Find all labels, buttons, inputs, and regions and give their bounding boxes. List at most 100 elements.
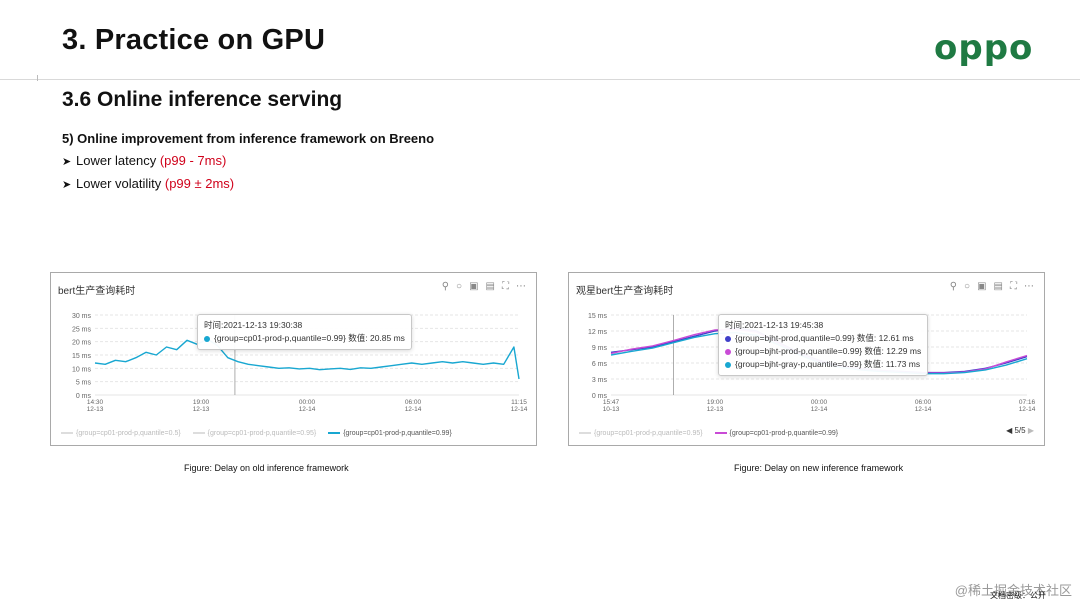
tooltip-time: 时间:2021-12-13 19:30:38 [204, 320, 303, 330]
x-tick-label: 11:15 [511, 399, 527, 406]
bullet-text: Lower volatility [76, 176, 165, 191]
x-tick-label: 12-14 [299, 406, 316, 413]
chart-legend: {group=cp01-prod-p,quantile=0.5} {group=… [61, 430, 462, 437]
chart-tooltip: 时间:2021-12-13 19:45:38 {group=bjht-prod,… [718, 314, 929, 376]
bell-icon[interactable]: ○ [456, 281, 463, 292]
pager-label: 5/5 [1014, 426, 1026, 435]
header-divider-tick [37, 75, 38, 81]
tooltip-value: 11.73 ms [885, 359, 921, 369]
search-icon[interactable]: ⚲ [441, 281, 450, 292]
x-tick-label: 19:00 [707, 399, 724, 406]
fullscreen-icon[interactable]: ⛶ [502, 281, 509, 292]
x-tick-label: 06:00 [405, 399, 422, 406]
bell-icon[interactable]: ○ [964, 281, 971, 292]
more-icon[interactable]: ⋯ [1024, 281, 1034, 292]
doc-icon[interactable]: ▤ [485, 281, 495, 292]
tooltip-value: 20.85 ms [369, 333, 405, 343]
x-tick-label: 19:00 [193, 399, 210, 406]
x-tick-label: 12-14 [405, 406, 422, 413]
y-tick-label: 15 ms [72, 353, 92, 360]
chart-tooltip: 时间:2021-12-13 19:30:38 {group=cp01-prod-… [197, 314, 412, 350]
chevron-right-icon[interactable]: ▶ [1027, 426, 1034, 435]
watermark: @稀土掘金技术社区 [954, 583, 1072, 598]
save-icon[interactable]: ▣ [977, 281, 987, 292]
header-divider [0, 79, 1080, 80]
x-tick-label: 06:00 [915, 399, 932, 406]
legend-item[interactable]: {group=cp01-prod-p,quantile=0.99} [714, 430, 838, 437]
series-line [94, 338, 520, 380]
y-tick-label: 10 ms [72, 366, 92, 373]
point-heading: 5) Online improvement from inference fra… [62, 131, 435, 146]
panel-toolbar: ⚲ ○ ▣ ▤ ⛶ ⋯ [950, 281, 1034, 292]
panel-title: bert生产查询耗时 [58, 286, 136, 297]
series-dot-icon [725, 335, 731, 342]
tooltip-label: {group=cp01-prod-p,quantile=0.99} 数值: [214, 333, 368, 343]
y-tick-label: 15 ms [588, 313, 608, 320]
tooltip-row: {group=bjht-gray-p,quantile=0.99} 数值: 11… [725, 358, 921, 371]
x-tick-label: 12-14 [811, 406, 828, 413]
tooltip-label: {group=bjht-prod-p,quantile=0.99} 数值: [735, 346, 884, 356]
y-tick-label: 6 ms [592, 361, 608, 368]
x-tick-label: 00:00 [299, 399, 316, 406]
tooltip-label: {group=bjht-prod,quantile=0.99} 数值: [735, 333, 877, 343]
bullet-text: Lower latency [76, 153, 160, 168]
tooltip-time: 时间:2021-12-13 19:45:38 [725, 320, 824, 330]
y-tick-label: 0 ms [592, 393, 608, 400]
tooltip-value: 12.61 ms [878, 333, 914, 343]
y-tick-label: 12 ms [588, 329, 608, 336]
bullet-highlight: (p99 - 7ms) [159, 153, 227, 168]
panel-title: 观星bert生产查询耗时 [576, 286, 674, 297]
series-dot-icon [725, 361, 731, 368]
x-tick-label: 12-13 [707, 406, 724, 413]
y-tick-label: 5 ms [76, 380, 92, 387]
fullscreen-icon[interactable]: ⛶ [1010, 281, 1017, 292]
legend-pager[interactable]: ◀ 5/5 ▶ [1006, 426, 1034, 435]
slide-title: 3. Practice on GPU [62, 24, 326, 56]
more-icon[interactable]: ⋯ [516, 281, 526, 292]
figure-caption-new: Figure: Delay on new inference framework [734, 463, 904, 473]
tooltip-label: {group=bjht-gray-p,quantile=0.99} 数值: [735, 359, 884, 369]
x-tick-label: 15:47 [603, 399, 620, 406]
legend-item[interactable]: {group=cp01-prod-p,quantile=0.95} [192, 430, 316, 437]
arrow-bullet-icon: ➤ [62, 156, 72, 168]
section-title: 3.6 Online inference serving [62, 88, 343, 111]
chart-panel-old: 0 ms 5 ms 10 ms 15 ms 20 ms 25 ms 30 ms 14:30 12… [50, 272, 537, 446]
legend-item[interactable]: {group=cp01-prod-p,quantile=0.99} [328, 430, 452, 437]
figure-caption-old: Figure: Delay on old inference framework [184, 463, 349, 473]
tooltip-row: {group=bjht-prod-p,quantile=0.99} 数值: 12… [725, 345, 921, 358]
y-tick-label: 25 ms [72, 326, 92, 333]
bullet-highlight: (p99 ± 2ms) [164, 176, 235, 191]
chart-panel-new: 0 ms 3 ms 6 ms 9 ms 12 ms 15 ms 15:47 10-13 19:0… [568, 272, 1045, 446]
oppo-logo: oppo [934, 28, 1034, 68]
x-tick-label: 07:16 [1019, 399, 1036, 406]
x-tick-label: 12-14 [915, 406, 932, 413]
y-tick-label: 9 ms [592, 345, 608, 352]
x-tick-label: 14:30 [87, 399, 104, 406]
save-icon[interactable]: ▣ [469, 281, 479, 292]
tooltip-row: {group=cp01-prod-p,quantile=0.99} 数值: 20… [204, 332, 405, 345]
y-tick-label: 20 ms [72, 340, 92, 347]
chevron-left-icon[interactable]: ◀ [1006, 426, 1013, 435]
bullet-latency: ➤ Lower latency (p99 - 7ms) [62, 153, 226, 168]
arrow-bullet-icon: ➤ [62, 179, 72, 191]
chart-legend: {group=cp01-prod-p,quantile=0.95} {group… [579, 430, 848, 437]
x-tick-label: 12-14 [511, 406, 528, 413]
legend-item[interactable]: {group=cp01-prod-p,quantile=0.5} [61, 430, 181, 437]
bullet-volatility: ➤ Lower volatility (p99 ± 2ms) [62, 176, 234, 191]
y-tick-label: 3 ms [592, 377, 608, 384]
classification-label: 文档密级：公开 [990, 591, 1046, 600]
series-dot-icon [204, 335, 210, 342]
x-tick-label: 10-13 [603, 406, 620, 413]
search-icon[interactable]: ⚲ [949, 281, 958, 292]
legend-item[interactable]: {group=cp01-prod-p,quantile=0.95} [579, 430, 703, 437]
panel-toolbar: ⚲ ○ ▣ ▤ ⛶ ⋯ [442, 281, 526, 292]
y-tick-label: 0 ms [76, 393, 92, 400]
x-tick-label: 12-13 [87, 406, 104, 413]
x-tick-label: 12-13 [193, 406, 210, 413]
y-tick-label: 30 ms [72, 313, 92, 320]
x-tick-label: 00:00 [811, 399, 828, 406]
doc-icon[interactable]: ▤ [993, 281, 1003, 292]
series-dot-icon [725, 348, 731, 355]
x-tick-label: 12-14 [1019, 406, 1036, 413]
